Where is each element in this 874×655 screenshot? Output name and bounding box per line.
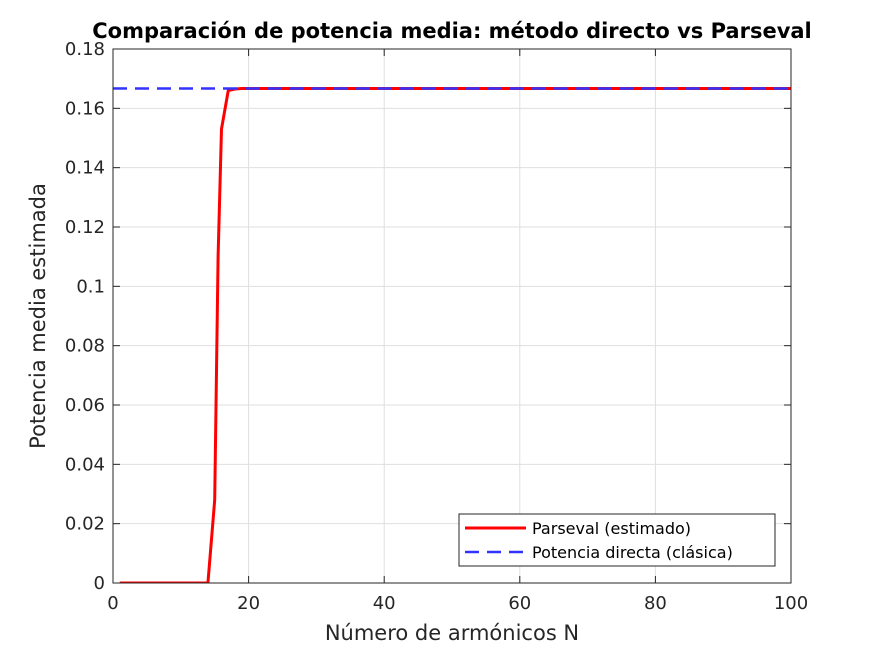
y-tick-label: 0.08	[65, 336, 105, 357]
axes-frame	[112, 48, 792, 584]
x-tick-label: 60	[508, 593, 531, 614]
y-tick-label: 0	[94, 573, 105, 594]
x-tick-label: 80	[644, 593, 667, 614]
series-layer	[113, 86, 791, 583]
x-tick-label: 40	[373, 593, 396, 614]
legend-label-2: Potencia directa (clásica)	[532, 543, 733, 562]
y-tick-label: 0.14	[65, 158, 105, 179]
y-axis-label: Potencia media estimada	[26, 183, 50, 449]
y-tick-label: 0.06	[65, 395, 105, 416]
y-tick-label: 0.04	[65, 454, 105, 475]
legend-box	[458, 513, 776, 567]
chart-title: Comparación de potencia media: método di…	[92, 19, 812, 43]
legend-label-1: Parseval (estimado)	[532, 519, 691, 538]
plot-area	[113, 49, 791, 583]
grid-lines	[112, 48, 792, 584]
x-tick-label: 20	[237, 593, 260, 614]
y-tick-label: 0.12	[65, 217, 105, 238]
x-axis-label: Número de armónicos N	[325, 621, 579, 645]
x-tick-label: 0	[107, 593, 118, 614]
legend: Parseval (estimado) Potencia directa (clá…	[458, 513, 776, 567]
y-tick-label: 0.16	[65, 98, 105, 119]
y-tick-label: 0.18	[65, 39, 105, 60]
y-tick-label: 0.1	[76, 276, 105, 297]
axis-ticks: 0 20 40 60 80 100 0 0.02 0.04 0.06 0.08 0.1 0.12 0.14…	[65, 39, 808, 614]
y-tick-label: 0.02	[65, 514, 105, 535]
x-tick-label: 100	[774, 593, 808, 614]
